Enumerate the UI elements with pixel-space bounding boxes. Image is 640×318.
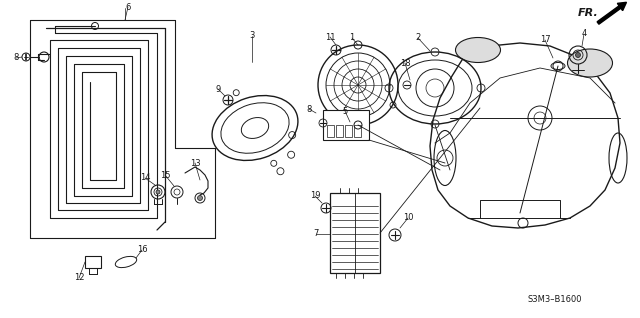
Circle shape (198, 196, 202, 201)
Text: 14: 14 (140, 174, 150, 183)
Text: 7: 7 (314, 230, 319, 238)
Bar (354, 125, 361, 137)
Text: 3: 3 (250, 31, 255, 40)
Text: 10: 10 (403, 213, 413, 223)
Text: 11: 11 (324, 32, 335, 42)
Text: 18: 18 (400, 59, 410, 67)
Text: 8: 8 (307, 105, 312, 114)
Bar (323, 110, 369, 140)
Text: 5: 5 (342, 107, 348, 115)
Text: S3M3–B1600: S3M3–B1600 (528, 295, 582, 305)
Text: 4: 4 (581, 30, 587, 38)
Bar (327, 125, 334, 137)
Bar (336, 125, 343, 137)
Text: 13: 13 (189, 158, 200, 168)
Text: 12: 12 (74, 273, 84, 282)
Bar (345, 125, 352, 137)
Ellipse shape (456, 38, 500, 63)
Text: 15: 15 (160, 170, 170, 179)
Circle shape (156, 190, 160, 194)
Bar (85, 256, 101, 268)
FancyArrow shape (597, 2, 627, 24)
Text: 9: 9 (216, 85, 221, 93)
Text: 1: 1 (349, 33, 355, 43)
Text: 2: 2 (415, 33, 420, 43)
Text: 16: 16 (137, 245, 147, 254)
Text: 19: 19 (310, 191, 320, 201)
Ellipse shape (568, 49, 612, 77)
Text: FR.: FR. (578, 8, 598, 18)
Text: 17: 17 (540, 36, 550, 45)
Circle shape (575, 52, 580, 58)
Bar (330, 193, 380, 273)
Text: 8: 8 (13, 53, 19, 63)
Text: 6: 6 (125, 3, 131, 11)
